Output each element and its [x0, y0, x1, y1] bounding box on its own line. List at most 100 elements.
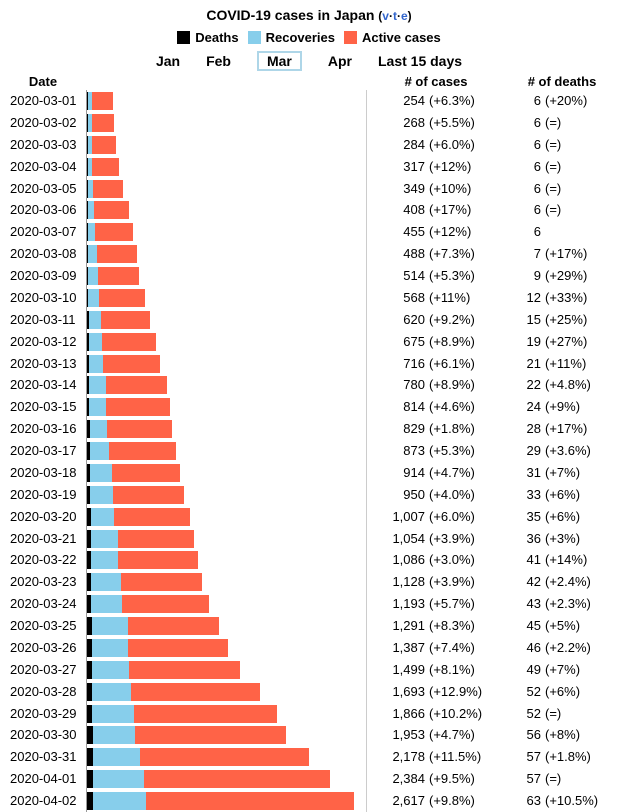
bar-deaths-segment	[87, 245, 88, 264]
table-row: 2020-03-16 829 (+1.8%) 28 (+17%)	[0, 418, 618, 440]
deaths-percent: (+3%)	[545, 530, 581, 546]
cases-percent: (+4.7%)	[429, 464, 475, 480]
bar-active-segment	[145, 792, 354, 810]
table-row: 2020-03-10 568 (+11%) 12 (+33%)	[0, 286, 618, 309]
tab-jan[interactable]: Jan	[155, 53, 181, 69]
row-bar-cell	[86, 221, 366, 244]
row-deaths: 15 (+25%)	[506, 309, 618, 331]
bar-recoveries-segment	[92, 748, 140, 767]
cases-number: 1,866	[392, 705, 425, 721]
deaths-percent: (+6%)	[545, 486, 581, 502]
row-date: 2020-03-19	[10, 486, 77, 502]
deaths-percent: (+33%)	[545, 289, 588, 305]
row-date: 2020-04-01	[10, 771, 77, 787]
row-bar	[87, 354, 161, 373]
bar-active-segment	[91, 92, 113, 110]
bar-active-segment	[113, 485, 184, 504]
bar-active-segment	[100, 310, 151, 329]
tab-feb[interactable]: Feb	[206, 53, 231, 69]
bar-recoveries-segment	[91, 638, 129, 657]
cases-table-body: 2020-03-01 254 (+6.3%) 6 (+20%) 2020-03-…	[0, 90, 618, 812]
bar-active-segment	[129, 660, 240, 679]
bar-active-segment	[101, 332, 156, 351]
cases-number: 1,193	[392, 596, 425, 612]
row-date: 2020-03-20	[10, 508, 77, 524]
row-date: 2020-03-17	[10, 443, 77, 458]
row-bar	[87, 507, 190, 526]
row-date: 2020-03-01	[10, 93, 77, 108]
deaths-number: 22	[526, 377, 541, 393]
row-cases: 1,193 (+5.7%)	[366, 593, 506, 615]
row-cases: 814 (+4.6%)	[366, 396, 506, 419]
vte-edit-link[interactable]: e	[400, 9, 408, 23]
bar-active-segment	[94, 201, 129, 220]
row-date: 2020-03-25	[10, 618, 77, 633]
cases-number: 1,693	[392, 683, 425, 699]
vte-talk-link[interactable]: t	[392, 9, 397, 23]
row-bar	[87, 704, 278, 723]
row-bar	[87, 463, 181, 482]
bar-recoveries-segment	[90, 485, 114, 504]
row-bar-cell	[86, 265, 366, 287]
row-date: 2020-03-05	[10, 180, 77, 196]
vte-view-link[interactable]: v	[382, 9, 389, 23]
bar-active-segment	[98, 288, 145, 307]
bar-deaths-segment	[87, 267, 88, 285]
bar-recoveries-segment	[89, 376, 106, 395]
row-cases: 2,384 (+9.5%)	[366, 768, 506, 790]
row-bar	[87, 332, 156, 351]
row-bar	[87, 92, 113, 110]
row-bar	[87, 420, 172, 439]
cases-number: 829	[403, 421, 425, 437]
cases-percent: (+3.9%)	[429, 574, 475, 590]
cases-percent: (+6.0%)	[429, 508, 475, 524]
deaths-number: 52	[526, 705, 541, 721]
row-deaths: 6 (=)	[506, 134, 618, 156]
deaths-number: 6	[533, 224, 541, 240]
row-bar-cell	[86, 155, 366, 178]
cases-percent: (+6.1%)	[429, 355, 475, 371]
cases-number: 716	[403, 355, 425, 371]
legend-swatch-icon	[343, 31, 357, 44]
row-date: 2020-03-22	[10, 552, 77, 568]
deaths-percent: (+20%)	[545, 93, 588, 108]
table-row: 2020-04-02 2,617 (+9.8%) 63 (+10.5%)	[0, 790, 618, 812]
cases-percent: (+6.3%)	[429, 93, 475, 108]
cases-number: 873	[403, 443, 425, 458]
deaths-percent: (+7%)	[545, 464, 581, 480]
bar-deaths-segment	[87, 92, 88, 110]
deaths-percent: (+9%)	[545, 399, 581, 415]
bar-recoveries-segment	[87, 223, 95, 242]
row-bar	[87, 748, 310, 767]
bar-recoveries-segment	[91, 617, 128, 635]
cases-percent: (+12.9%)	[429, 683, 483, 699]
table-row: 2020-03-24 1,193 (+5.7%) 43 (+2.3%)	[0, 593, 618, 615]
row-cases: 1,866 (+10.2%)	[366, 702, 506, 725]
row-cases: 2,178 (+11.5%)	[366, 746, 506, 769]
bar-deaths-segment	[87, 660, 92, 679]
table-row: 2020-03-14 780 (+8.9%) 22 (+4.8%)	[0, 374, 618, 397]
cases-percent: (+7.3%)	[429, 246, 475, 262]
tab-mar[interactable]: Mar	[256, 51, 302, 71]
row-bar	[87, 288, 145, 307]
cases-number: 620	[403, 311, 425, 327]
tab-apr[interactable]: Apr	[327, 53, 352, 69]
bar-active-segment	[114, 507, 190, 526]
legend-swatch-icon	[177, 31, 191, 44]
row-date: 2020-03-06	[10, 202, 77, 218]
table-row: 2020-03-18 914 (+4.7%) 31 (+7%)	[0, 461, 618, 484]
tab-last-15-days[interactable]: Last 15 days	[377, 53, 463, 69]
cases-percent: (+9.5%)	[429, 771, 475, 787]
cases-number: 568	[403, 289, 425, 305]
bar-deaths-segment	[87, 113, 88, 132]
bar-deaths-segment	[87, 135, 88, 154]
row-bar-cell	[86, 243, 366, 265]
cases-percent: (+12%)	[429, 224, 472, 240]
legend-item-recoveries: Recoveries	[247, 30, 335, 45]
row-bar-cell	[86, 746, 366, 769]
deaths-number: 36	[526, 530, 541, 546]
table-row: 2020-03-27 1,499 (+8.1%) 49 (+7%)	[0, 658, 618, 681]
deaths-number: 6	[533, 180, 541, 196]
legend: Deaths Recoveries Active cases	[0, 30, 618, 45]
row-bar-cell	[86, 90, 366, 112]
